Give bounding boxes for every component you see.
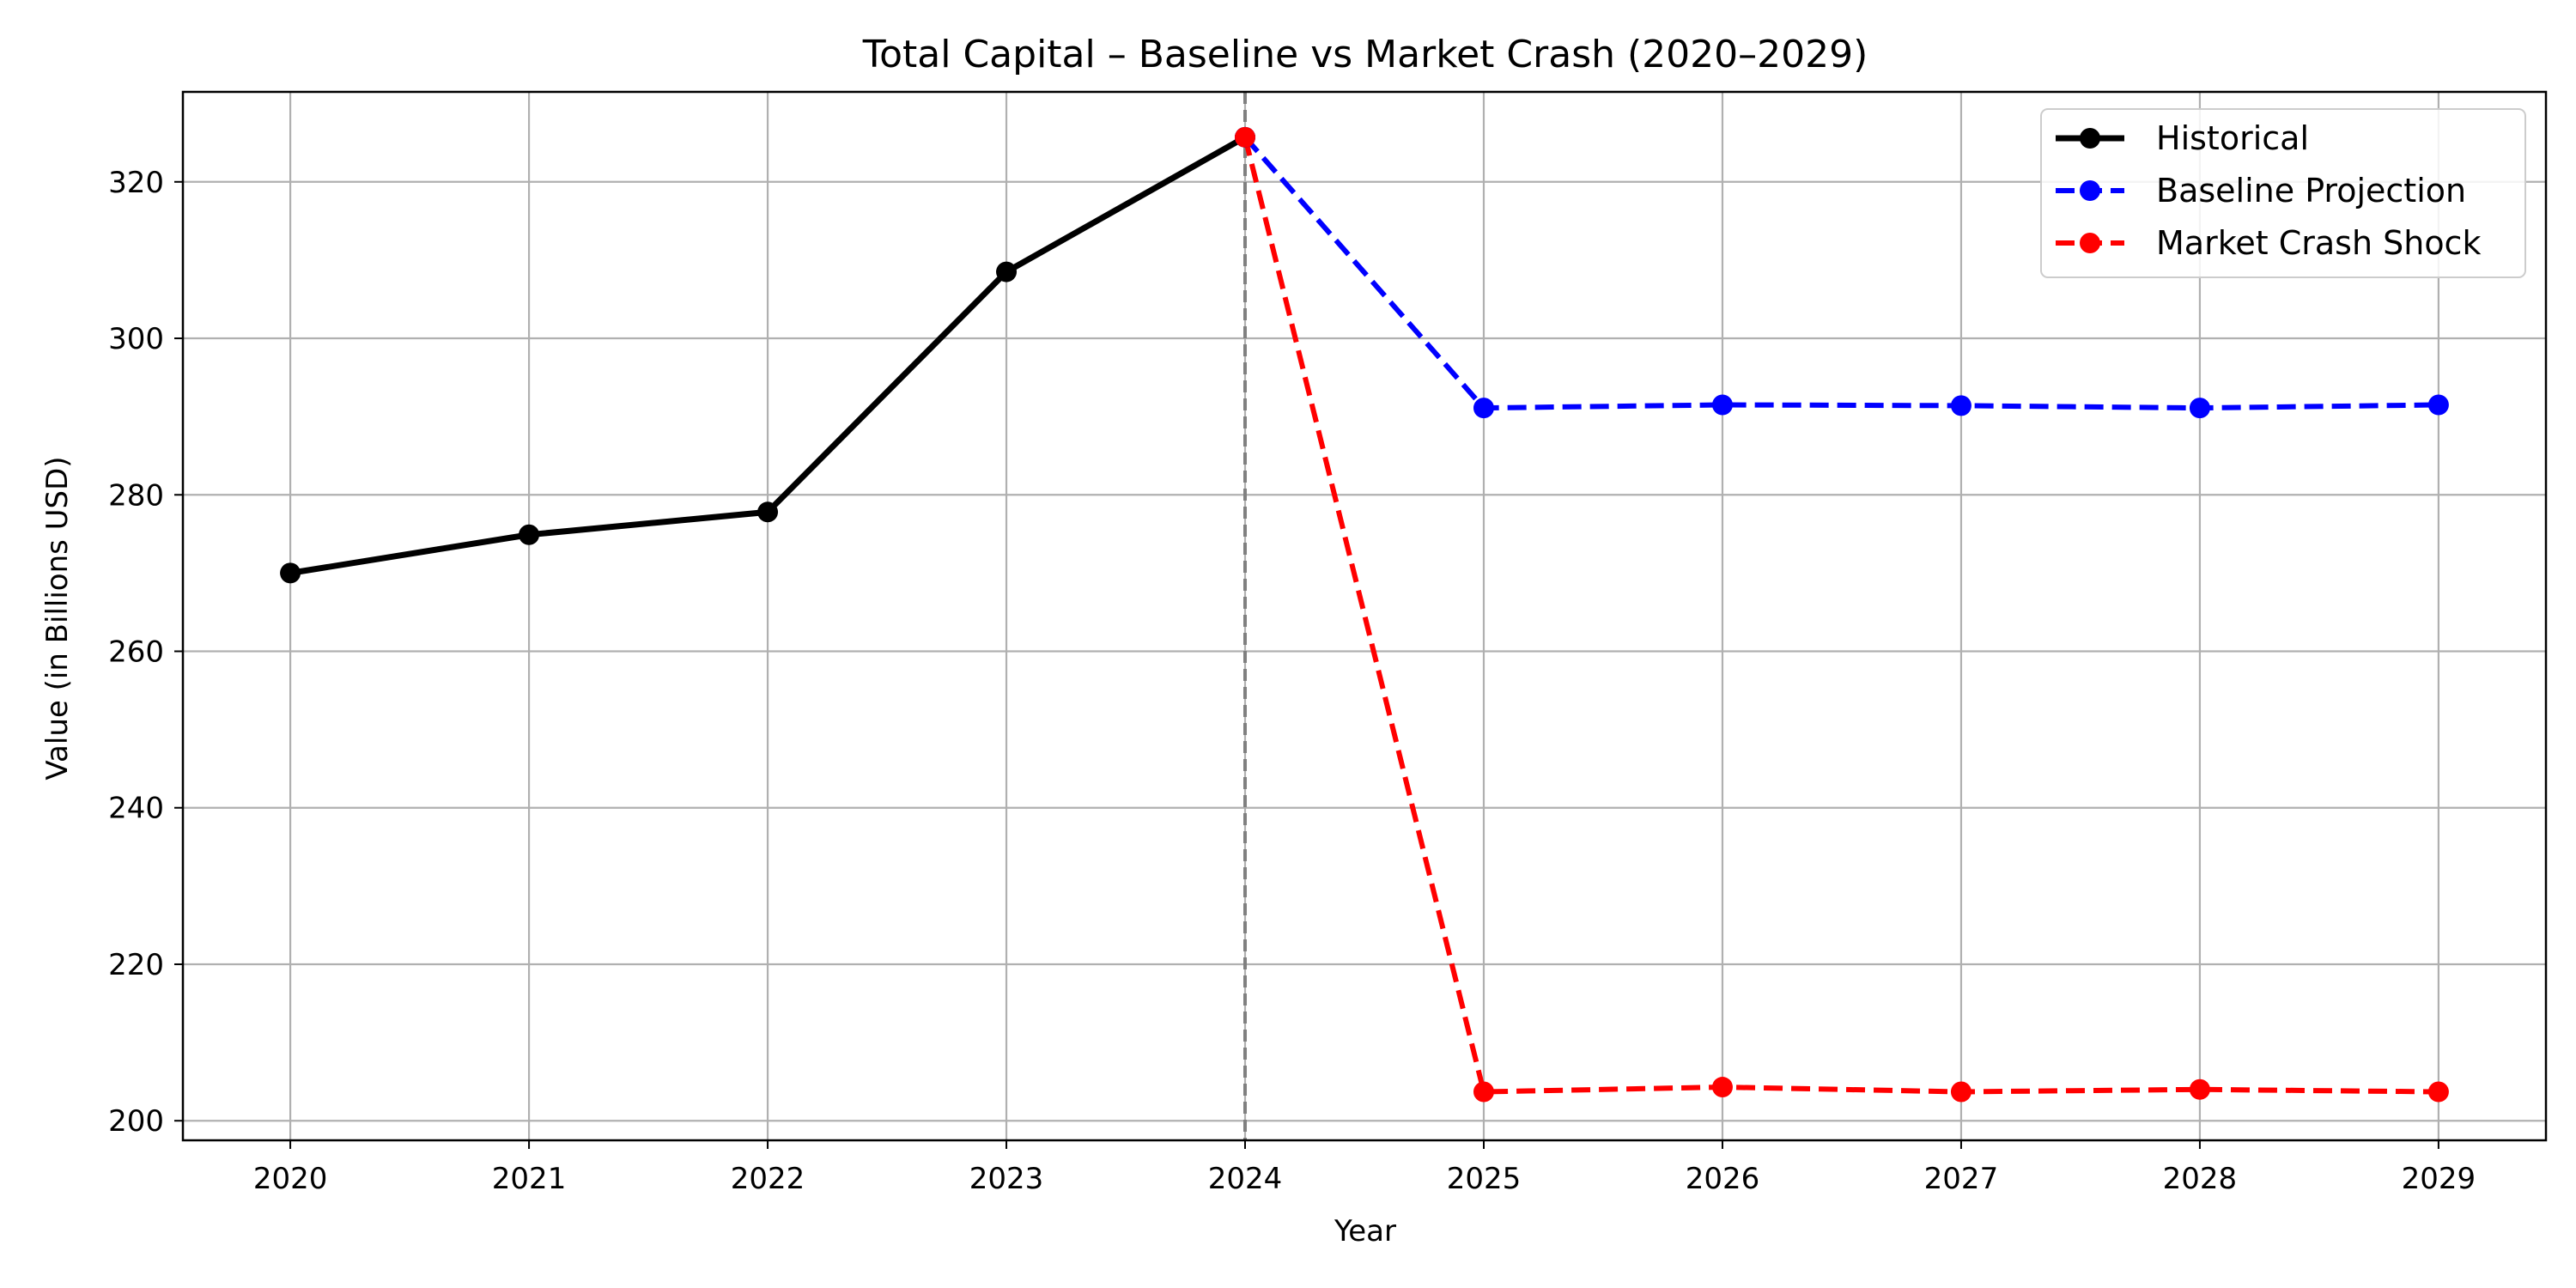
x-tick-label: 2026	[1686, 1162, 1760, 1196]
x-tick-label: 2021	[492, 1162, 567, 1196]
legend-label-market-crash-shock: Market Crash Shock	[2156, 224, 2481, 262]
y-tick-label: 220	[108, 948, 164, 982]
data-point-baseline-projection	[2189, 398, 2210, 419]
x-tick-label: 2027	[1924, 1162, 1999, 1196]
data-point-historical	[280, 562, 301, 584]
legend-label-baseline-projection: Baseline Projection	[2156, 172, 2466, 210]
data-point-market-crash-shock	[2427, 1081, 2449, 1103]
y-tick-labels: 200 220 240 260 280 300 320	[108, 166, 164, 1139]
legend-marker-baseline-projection	[2080, 180, 2100, 201]
data-point-historical	[757, 501, 779, 523]
plot-frame	[181, 90, 2548, 1142]
data-point-baseline-projection	[1950, 395, 1971, 416]
data-point-baseline-projection	[2427, 394, 2449, 416]
x-tick-label: 2020	[253, 1162, 328, 1196]
data-point-market-crash-shock	[1473, 1081, 1494, 1103]
y-tick-label: 240	[108, 792, 164, 826]
x-tick-label: 2028	[2163, 1162, 2238, 1196]
data-point-baseline-projection	[1473, 398, 1494, 419]
x-tick-label: 2024	[1208, 1162, 1283, 1196]
series-group	[280, 126, 2449, 1103]
x-tick-label: 2022	[731, 1162, 805, 1196]
data-point-market-crash-shock	[1711, 1077, 1733, 1098]
y-tick-label: 300	[108, 322, 164, 356]
x-tick-label: 2029	[2402, 1162, 2476, 1196]
y-tick-label: 280	[108, 478, 164, 513]
legend-marker-historical	[2080, 128, 2100, 149]
ticks	[174, 180, 2439, 1149]
x-tick-label: 2025	[1447, 1162, 1522, 1196]
data-point-baseline-projection	[1711, 394, 1733, 416]
x-tick-label: 2023	[969, 1162, 1044, 1196]
chart-title: Total Capital – Baseline vs Market Crash…	[862, 33, 1868, 76]
x-tick-labels: 2020 2021 2022 2023 2024 2025 2026 2027 2028 2029	[253, 1162, 2476, 1196]
series-line-baseline-projection	[1242, 135, 2439, 411]
y-axis-label: Value (in Billions USD)	[40, 456, 75, 780]
legend-label-historical: Historical	[2156, 119, 2309, 157]
series-line-market-crash-shock	[1242, 137, 2439, 1095]
legend: Historical Baseline Projection Market Cras…	[2040, 108, 2526, 278]
legend-box	[2040, 108, 2526, 278]
data-point-market-crash-shock	[1950, 1081, 1971, 1103]
y-tick-label: 320	[108, 166, 164, 200]
y-tick-label: 200	[108, 1104, 164, 1139]
data-point-market-crash-shock	[2189, 1078, 2210, 1100]
legend-marker-market-crash-shock	[2080, 233, 2100, 253]
data-point-historical	[519, 524, 540, 545]
data-point-market-crash-shock	[1235, 126, 1256, 148]
x-axis-label: Year	[1334, 1214, 1396, 1249]
y-tick-label: 260	[108, 635, 164, 670]
data-point-historical	[996, 261, 1018, 283]
